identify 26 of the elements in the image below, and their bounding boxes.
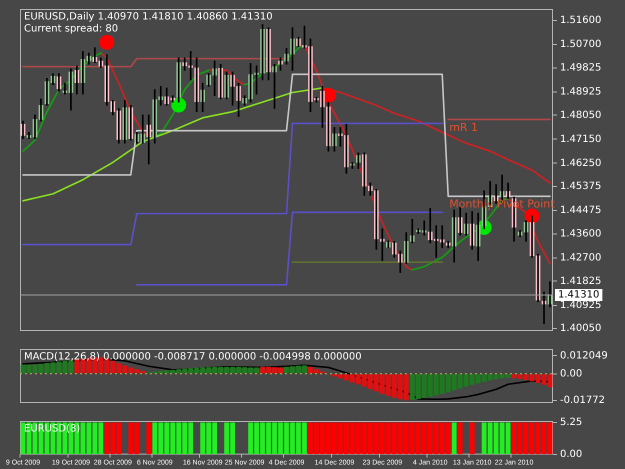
point <box>99 34 114 50</box>
chart-title: EURUSD,Daily 1.40970 1.41810 1.40860 1.41310 <box>24 12 273 23</box>
y-tick-label: 1.44475 <box>560 205 602 216</box>
text: Current spread: 80 <box>24 24 118 35</box>
y-tick-label: 1.48925 <box>560 86 602 98</box>
y-tick-label: 1.45375 <box>560 181 602 192</box>
series-label: mR 1 <box>449 120 478 134</box>
y-tick-label: 1.40925 <box>560 300 602 311</box>
y-tick-label: 1.43600 <box>560 228 602 240</box>
y-tick-label: 1.49825 <box>560 62 602 74</box>
y-tick-label: 1.47150 <box>560 134 602 145</box>
y-tick-label: 5.25 <box>560 417 582 428</box>
y-tick-label: 1.40050 <box>560 323 602 334</box>
point <box>171 98 186 113</box>
y-tick-label: 1.48050 <box>560 110 602 121</box>
ref-line-label: 1.41310 <box>558 290 600 301</box>
y-tick-label: 1.42700 <box>560 252 602 264</box>
y-tick-label: 0.012049 <box>560 350 608 362</box>
y-tick-label: 1.46250 <box>560 158 602 169</box>
chart-title: MACD(12,26,8) 0.000000 -0.008717 0.000000 -0.004998 0.000000 <box>24 352 362 363</box>
y-tick-label: 0.00 <box>560 449 582 460</box>
y-tick-label: 1.50700 <box>560 39 602 50</box>
y-tick-label: -0.01772 <box>560 394 605 406</box>
y-tick-label: 1.51600 <box>560 15 602 26</box>
y-tick-label: 0.00 <box>560 368 582 380</box>
y-tick-label: 1.41825 <box>560 276 602 287</box>
